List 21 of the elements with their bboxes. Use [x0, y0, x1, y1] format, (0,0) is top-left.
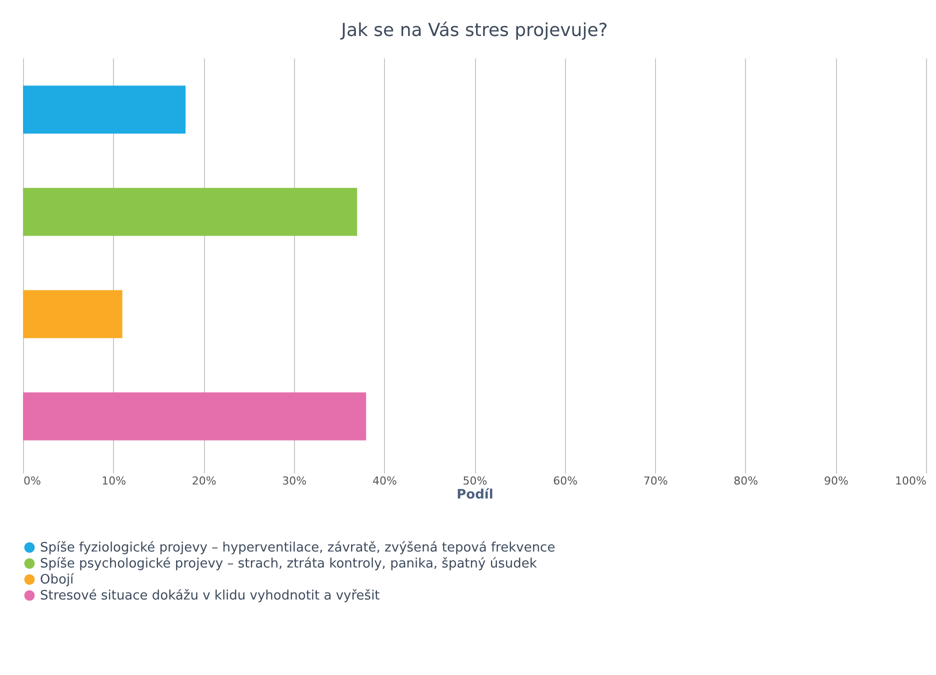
x-tick-label: 0% — [24, 474, 41, 488]
x-tick-label: 10% — [102, 474, 126, 488]
bar — [23, 86, 186, 134]
x-tick-label: 30% — [282, 474, 307, 488]
legend-label: Stresové situace dokážu v klidu vyhodnotit a vyřešit — [40, 588, 380, 604]
x-tick-label: 50% — [462, 474, 488, 488]
x-tick-label: 80% — [734, 474, 758, 488]
legend-label: Obojí — [40, 572, 74, 588]
x-tick-label: 90% — [824, 474, 848, 488]
x-axis-title: Podíl — [456, 488, 494, 502]
x-tick-label: 20% — [192, 474, 216, 488]
chart-title: Jak se na Vás stres projevuje? — [340, 20, 608, 41]
legend-label: Spíše fyziologické projevy – hyperventilace, závratě, zvýšená tepová frekvence — [40, 540, 556, 556]
legend-label: Spíše psychologické projevy – strach, ztráta kontroly, panika, špatný úsudek — [40, 556, 538, 572]
bar — [23, 290, 122, 338]
x-tick-label: 100% — [895, 474, 926, 488]
bar — [23, 392, 366, 440]
x-tick-label: 40% — [372, 474, 397, 488]
bar — [23, 188, 358, 236]
x-tick-label: 70% — [643, 474, 668, 488]
x-tick-label: 60% — [553, 474, 578, 488]
